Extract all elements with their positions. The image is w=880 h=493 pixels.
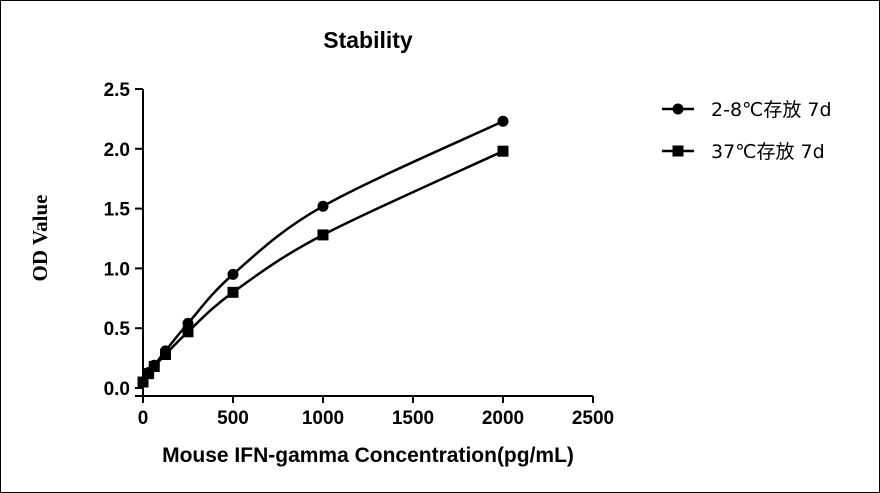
x-tick-label: 1500	[392, 408, 434, 429]
series-1-point-circle	[497, 115, 509, 127]
y-tick-label: 1.0	[104, 259, 130, 280]
x-axis-label: Mouse IFN-gamma Concentration(pg/mL)	[162, 444, 574, 467]
legend-circle-marker	[672, 103, 684, 115]
data-markers	[137, 115, 509, 388]
x-tick-label: 500	[217, 408, 249, 429]
series-2-point-square	[227, 286, 239, 298]
series-1-point-circle	[317, 200, 329, 212]
series-1-point-circle	[182, 317, 194, 329]
legend-label: 2-8℃存放 7d	[711, 99, 832, 121]
x-tick-label: 2500	[572, 408, 614, 429]
y-tick-label: 0.0	[104, 379, 130, 400]
y-tick-label: 1.5	[104, 200, 131, 221]
y-tick-label: 2.5	[104, 80, 131, 101]
series-1-point-circle	[227, 268, 239, 280]
series-2-point-square	[143, 368, 155, 380]
x-tick-label: 0	[138, 408, 149, 429]
axes: 0.0 0.5 1.0 1.5 2.0 2.5 0 500 1000 1500 2000 2500	[104, 80, 615, 429]
legend-square-marker	[672, 145, 684, 157]
chart-title: Stability	[323, 27, 413, 53]
series-2-point-square	[497, 145, 509, 157]
y-tick-label: 2.0	[104, 140, 130, 161]
fitted-curves	[141, 120, 504, 383]
series-2-point-square	[160, 349, 171, 361]
x-tick-label: 1000	[302, 408, 344, 429]
x-tick-label: 2000	[482, 408, 524, 429]
y-tick-label: 0.5	[104, 319, 131, 340]
series-1-curve	[141, 120, 504, 383]
legend: 2-8℃存放 7d 37℃存放 7d	[662, 99, 832, 163]
series-2-point-square	[148, 360, 160, 372]
series-2-point-square	[317, 229, 329, 241]
series-2-point-square	[182, 326, 194, 338]
legend-label: 37℃存放 7d	[711, 141, 825, 163]
series-2-point-square	[137, 376, 149, 388]
y-axis-label: OD Value	[28, 195, 52, 282]
series-2-curve	[141, 150, 504, 383]
